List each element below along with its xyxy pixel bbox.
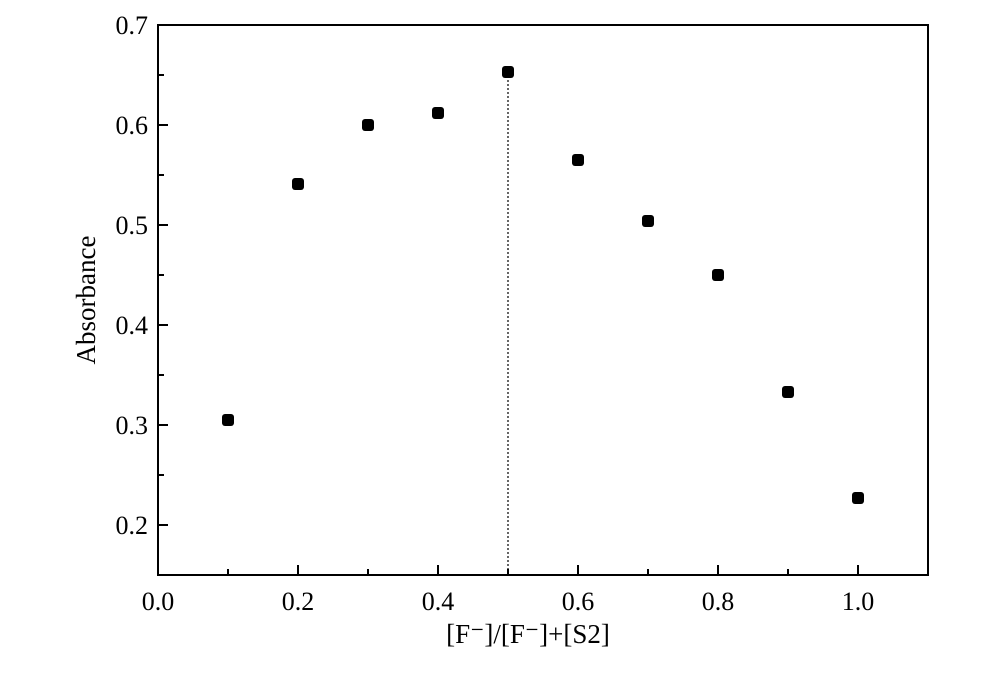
x-axis-label: [F⁻]/[F⁻]+[S2]	[446, 619, 610, 649]
data-point	[502, 66, 514, 78]
x-tick-label: 0.8	[702, 587, 735, 616]
data-point	[642, 215, 654, 227]
x-tick-label: 0.6	[562, 587, 595, 616]
data-point	[852, 492, 864, 504]
x-tick-label: 1.0	[842, 587, 875, 616]
y-tick-label: 0.3	[116, 411, 149, 440]
plot-frame	[157, 24, 929, 576]
data-point	[292, 178, 304, 190]
data-point	[572, 154, 584, 166]
x-tick-label: 0.4	[422, 587, 455, 616]
y-tick-label: 0.7	[116, 11, 149, 40]
x-tick-label: 0.2	[282, 587, 315, 616]
data-point	[432, 107, 444, 119]
y-tick-label: 0.5	[116, 211, 149, 240]
y-axis-label: Absorbance	[71, 236, 101, 365]
data-point	[782, 386, 794, 398]
data-point	[712, 269, 724, 281]
y-tick-label: 0.6	[116, 111, 149, 140]
data-point	[222, 414, 234, 426]
data-point	[362, 119, 374, 131]
y-tick-label: 0.2	[116, 511, 149, 540]
y-tick-label: 0.4	[116, 311, 149, 340]
x-tick-label: 0.0	[142, 587, 175, 616]
